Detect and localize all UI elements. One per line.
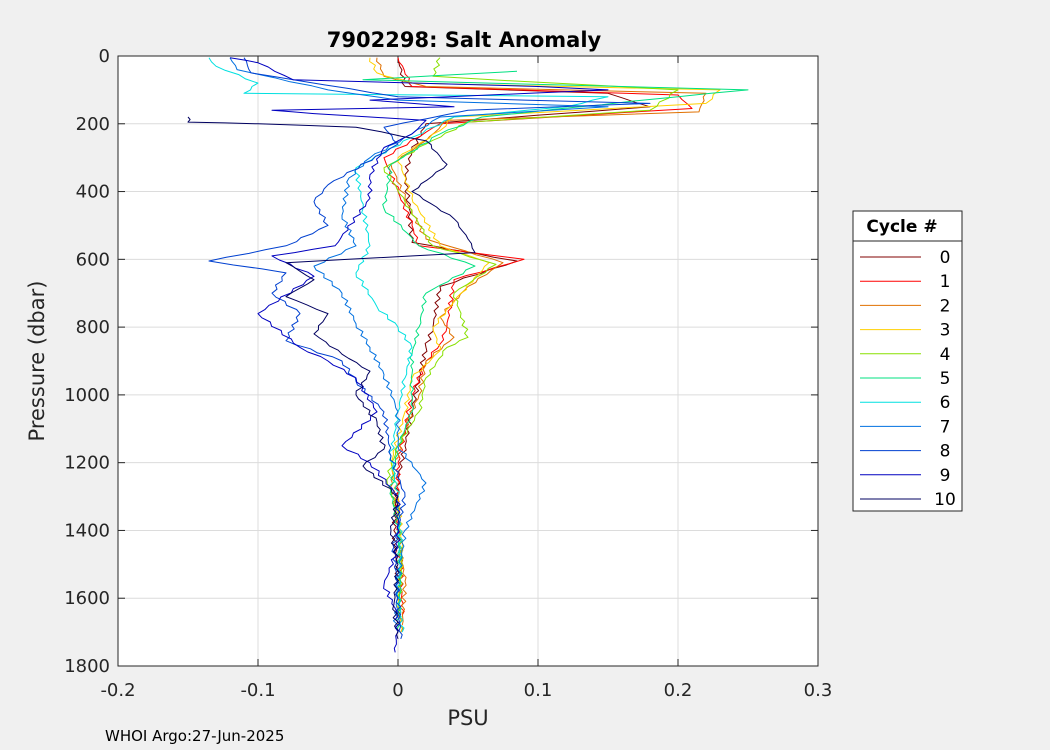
series-line-cycle-10 <box>187 116 476 640</box>
series-line-cycle-9 <box>229 57 609 653</box>
legend-label-cycle-3: 3 <box>940 321 951 341</box>
chart-title: 7902298: Salt Anomaly <box>327 28 602 52</box>
legend-box <box>852 210 963 512</box>
x-tick-label: 0.2 <box>664 680 693 701</box>
y-axis-label: Pressure (dbar) <box>25 281 49 442</box>
x-tick-label: 0 <box>392 680 403 701</box>
axis-ticks: -0.2 -0.1 0 0.1 0.2 0.3 0 200 400 600 800 1000 1200 1… <box>64 46 832 701</box>
legend-label-cycle-0: 0 <box>940 248 951 268</box>
plot-area <box>117 55 819 667</box>
series-line-cycle-8 <box>208 57 651 640</box>
legend: Cycle # 0 1 2 3 4 5 6 7 8 9 10 <box>852 210 963 512</box>
series-lines <box>187 57 749 653</box>
series-line-cycle-7 <box>229 57 609 629</box>
legend-label-cycle-6: 6 <box>940 393 951 413</box>
legend-label-cycle-1: 1 <box>940 272 951 292</box>
y-tick-label: 1600 <box>64 588 110 609</box>
footer-credit: WHOI Argo:27-Jun-2025 <box>105 727 284 745</box>
legend-label-cycle-8: 8 <box>940 442 951 462</box>
y-tick-label: 600 <box>76 249 110 270</box>
grid-lines <box>118 56 818 666</box>
legend-entries: 0 1 2 3 4 5 6 7 8 9 10 <box>860 248 956 510</box>
legend-label-cycle-2: 2 <box>940 296 951 316</box>
series-line-cycle-6 <box>208 57 609 633</box>
legend-label-cycle-9: 9 <box>940 466 951 486</box>
legend-label-cycle-4: 4 <box>940 345 951 365</box>
x-tick-label: 0.3 <box>804 680 833 701</box>
legend-label-cycle-10: 10 <box>934 490 956 510</box>
y-tick-label: 1000 <box>64 385 110 406</box>
y-tick-label: 1200 <box>64 453 110 474</box>
x-axis-label: PSU <box>447 706 488 730</box>
y-tick-label: 800 <box>76 317 110 338</box>
legend-label-cycle-5: 5 <box>940 369 951 389</box>
y-tick-label: 400 <box>76 182 110 203</box>
y-tick-label: 0 <box>99 46 110 67</box>
x-tick-label: -0.2 <box>100 680 135 701</box>
x-tick-label: 0.1 <box>524 680 553 701</box>
plot-frame <box>117 55 819 667</box>
x-tick-label: -0.1 <box>240 680 275 701</box>
y-tick-label: 1800 <box>64 656 110 677</box>
legend-title: Cycle # <box>866 217 937 237</box>
y-tick-label: 1400 <box>64 520 110 541</box>
legend-label-cycle-7: 7 <box>940 417 951 437</box>
y-tick-label: 200 <box>76 114 110 135</box>
series-line-cycle-4 <box>383 57 679 616</box>
series-line-cycle-3 <box>369 57 721 633</box>
